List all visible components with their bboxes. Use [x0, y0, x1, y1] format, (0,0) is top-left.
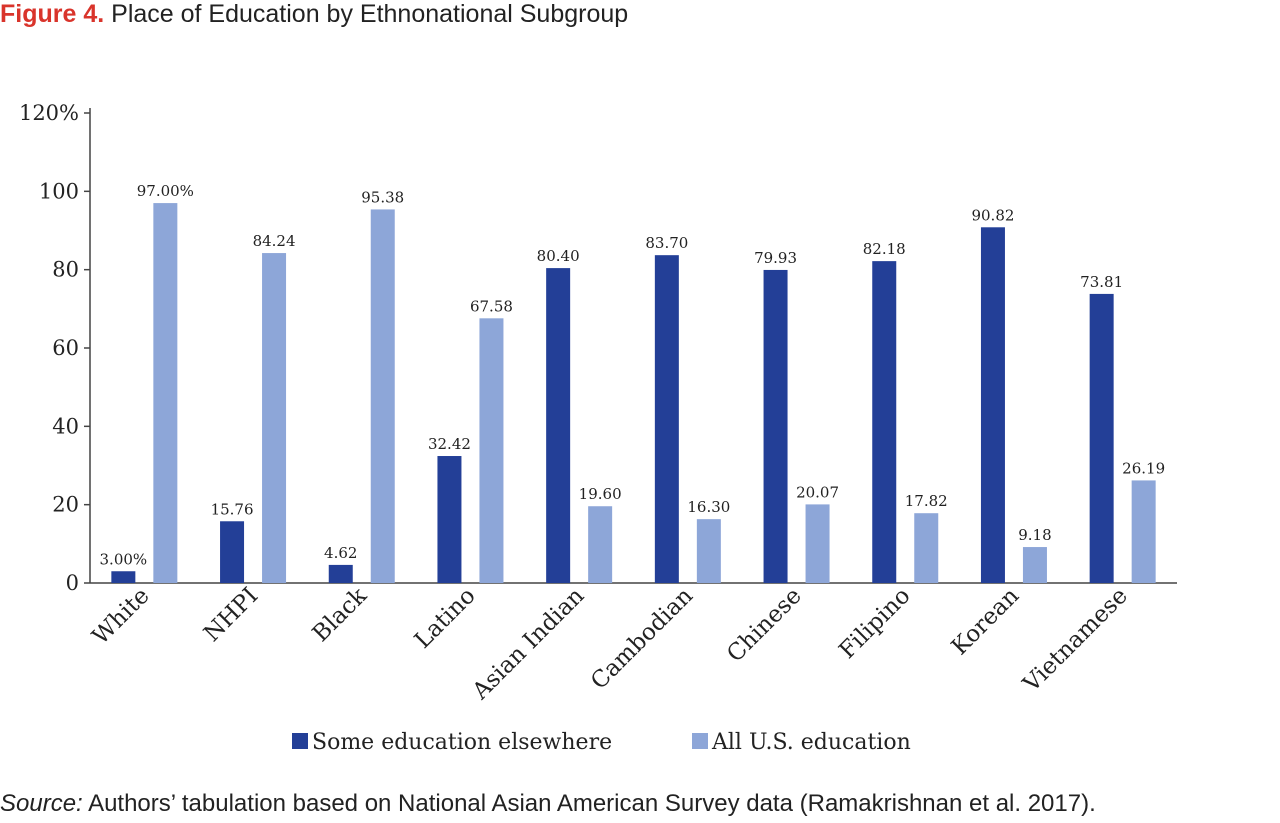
x-tick-label: Asian Indian: [467, 583, 590, 706]
data-label: 80.40: [537, 247, 580, 265]
x-tick-label: Filipino: [834, 583, 915, 664]
bar-elsewhere: [1089, 293, 1114, 583]
figure-title: Figure 4. Place of Education by Ethnonat…: [0, 0, 628, 29]
y-tick-label: 40: [52, 414, 79, 438]
x-tick-label: Black: [308, 582, 373, 647]
x-tick-label: Chinese: [722, 583, 807, 668]
data-label: 84.24: [253, 232, 296, 250]
x-tick-label: Korean: [947, 583, 1025, 661]
figure-label: Figure 4.: [0, 0, 105, 28]
data-label: 73.81: [1080, 273, 1123, 291]
data-label: 82.18: [863, 240, 906, 258]
figure-title-text: Place of Education by Ethnonational Subg…: [111, 0, 629, 28]
legend-label: Some education elsewhere: [312, 730, 612, 755]
bar-elsewhere: [220, 521, 245, 583]
bar-elsewhere: [437, 456, 462, 583]
bar-us: [370, 209, 395, 583]
data-label: 15.76: [211, 500, 254, 518]
legend-swatch: [692, 733, 708, 749]
x-tick-label: NHPI: [199, 583, 263, 647]
y-tick-label: 0: [66, 571, 79, 595]
data-label: 3.00%: [100, 550, 148, 568]
y-tick-label: 60: [52, 336, 79, 360]
data-label: 95.38: [361, 188, 404, 206]
data-label: 26.19: [1122, 459, 1165, 477]
data-label: 67.58: [470, 297, 513, 315]
data-label: 19.60: [579, 485, 622, 503]
bar-elsewhere: [546, 268, 571, 583]
source-note: Source: Authors’ tabulation based on Nat…: [0, 790, 1096, 818]
data-label: 9.18: [1018, 526, 1051, 544]
bar-elsewhere: [872, 261, 897, 583]
data-label: 32.42: [428, 435, 471, 453]
bar-us: [805, 504, 830, 583]
legend-swatch: [292, 733, 308, 749]
y-tick-label: 20: [52, 493, 79, 517]
bar-us: [696, 519, 721, 583]
data-label: 20.07: [796, 483, 839, 501]
data-label: 90.82: [971, 206, 1014, 224]
bar-us: [153, 203, 178, 584]
y-tick-label: 80: [52, 258, 79, 282]
bar-us: [1131, 480, 1156, 583]
data-label: 17.82: [905, 492, 948, 510]
data-label: 4.62: [324, 544, 357, 562]
bar-us: [914, 513, 939, 583]
y-tick-label: 120%: [19, 101, 79, 125]
x-tick-label: Latino: [410, 583, 481, 654]
bar-elsewhere: [328, 564, 353, 583]
y-tick-label: 100: [39, 179, 79, 203]
bar-us: [1022, 547, 1047, 583]
bar-us: [479, 318, 504, 583]
legend-label: All U.S. education: [711, 730, 911, 755]
data-label: 16.30: [687, 498, 730, 516]
bar-us: [262, 253, 287, 583]
data-label: 97.00%: [137, 182, 194, 200]
data-label: 83.70: [645, 234, 688, 252]
bar-elsewhere: [980, 227, 1005, 583]
bar-elsewhere: [763, 269, 788, 583]
bar-us: [588, 506, 613, 583]
x-tick-label: Cambodian: [586, 583, 698, 695]
bar-elsewhere: [111, 571, 136, 583]
data-label: 79.93: [754, 249, 797, 267]
bar-elsewhere: [654, 255, 679, 584]
x-tick-label: White: [88, 583, 155, 650]
x-tick-label: Vietnamese: [1018, 583, 1133, 698]
source-text: Authors’ tabulation based on National As…: [88, 790, 1096, 817]
source-label: Source:: [0, 790, 83, 817]
